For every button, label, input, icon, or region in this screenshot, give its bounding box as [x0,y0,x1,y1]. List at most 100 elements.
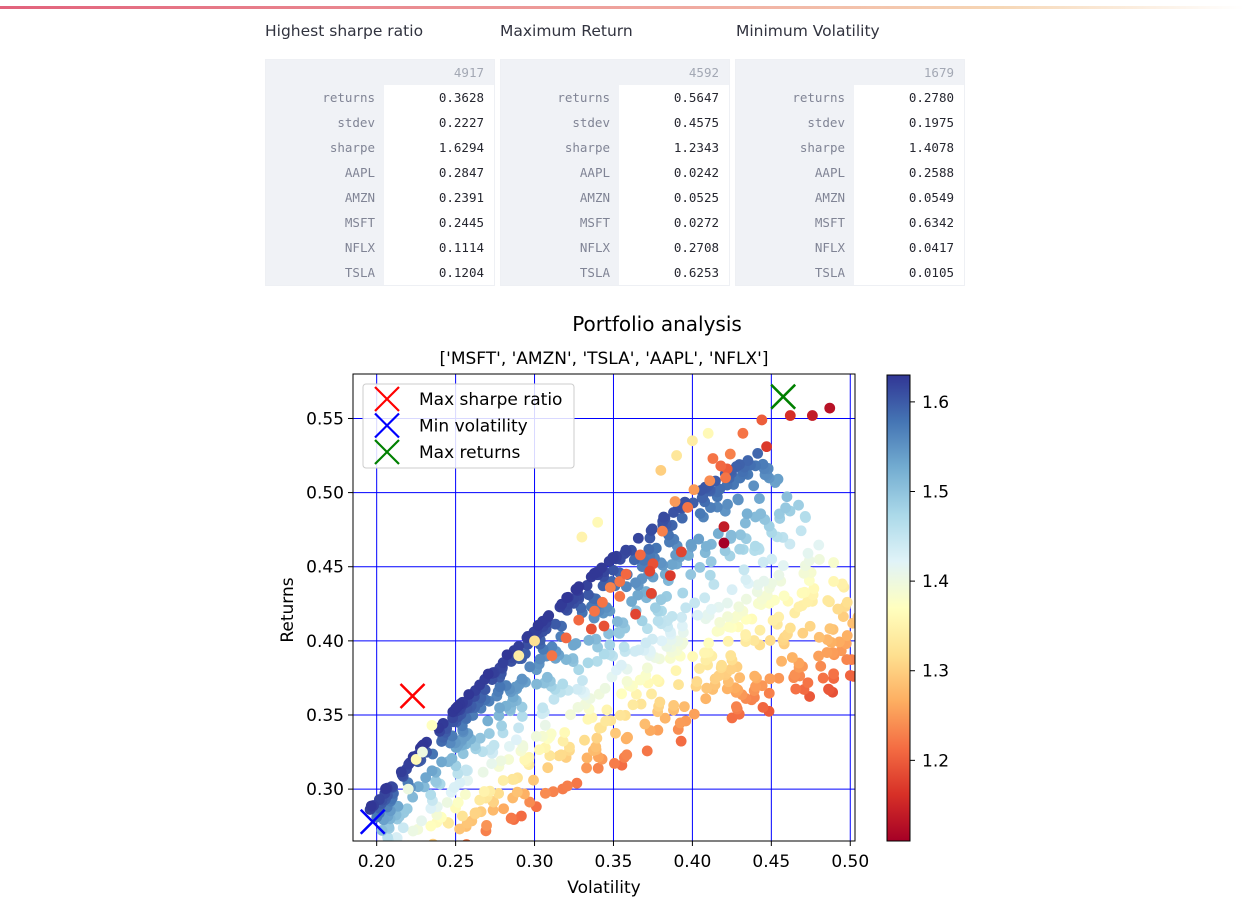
scatter-point [621,676,633,687]
colorbar [886,374,911,842]
row-value[interactable]: 0.2780 [908,90,954,105]
dataframe-maximum-return[interactable]: 4592 returns 0.5647 stdev 0.4575 sharpe 1.2343… [500,59,730,286]
scatter-point [702,427,714,439]
scatter-point [784,622,796,634]
scatter-point [733,601,745,613]
scatter-point [680,602,692,614]
scatter-point [700,541,712,552]
scatter-point [406,851,417,862]
scatter-point [772,473,784,485]
scatter-point [402,783,414,795]
x-tick-label: 0.20 [358,852,396,872]
row-value[interactable]: 0.0417 [908,240,954,255]
table-row: stdev 0.1975 [736,110,964,135]
scatter-point [528,774,539,786]
scatter-point [876,666,887,677]
scatter-point [754,493,765,504]
scatter-point [482,668,494,680]
row-value[interactable]: 0.0242 [673,165,719,180]
row-value[interactable]: 0.2391 [438,190,484,205]
scatter-point [754,624,766,636]
x-axis-label: Volatility [567,878,640,898]
row-value[interactable]: 0.6253 [673,265,719,280]
scatter-point [824,402,836,414]
scatter-point [781,491,793,503]
scatter-point [487,804,499,816]
scatter-point [773,611,785,623]
row-value[interactable]: 0.0105 [908,265,954,280]
scatter-point [795,525,807,537]
row-value[interactable]: 0.2847 [438,165,484,180]
scatter-point [705,603,717,615]
scatter-point [705,556,717,568]
scatter-point [856,645,867,656]
scatter-point [601,704,613,716]
y-axis-ticks: 0.30 0.35 0.40 0.45 0.50 0.55 [306,409,353,800]
row-index-cell [736,85,854,110]
row-value[interactable]: 0.2588 [908,165,954,180]
scatter-point [813,650,824,662]
scatter-point [749,670,761,682]
scatter-point [813,554,825,565]
scatter-point [493,788,505,799]
row-index-cell [266,185,384,210]
row-value[interactable]: 0.6342 [908,215,954,230]
scatter-point [590,741,602,753]
scatter-point [815,660,827,672]
column-header[interactable]: 4592 [688,65,719,80]
dataframe-highest-sharpe[interactable]: 4917 returns 0.3628 stdev 0.2227 sharpe 1.6294… [265,59,495,286]
portfolio-scatter-chart: Portfolio analysis ['MSFT', 'AMZN', 'TSL… [278,312,949,898]
row-value[interactable]: 0.4575 [673,115,719,130]
scatter-point [425,789,437,801]
column-header[interactable]: 4917 [453,65,484,80]
scatter-point [740,613,752,625]
scatter-point [482,715,494,727]
row-value[interactable]: 1.4078 [908,140,954,155]
legend-label: Max returns [419,443,521,463]
row-value[interactable]: 0.2445 [438,215,484,230]
row-value[interactable]: 0.2227 [438,115,484,130]
row-label: TSLA [814,265,845,280]
y-tick-label: 0.30 [306,780,344,800]
scatter-point [761,441,772,453]
scatter-point [481,820,492,831]
scatter-point [687,651,699,662]
row-value[interactable]: 0.2708 [673,240,719,255]
scatter-point [654,696,666,708]
row-value[interactable]: 0.5647 [673,90,719,105]
row-label: returns [792,90,845,105]
colorbar-ticks: 1.2 1.3 1.4 1.5 1.6 [910,393,949,771]
scatter-point [410,754,422,765]
scatter-point [507,773,518,785]
scatter-point [823,683,834,695]
scatter-point [844,670,855,681]
row-value[interactable]: 0.1975 [908,115,954,130]
scatter-point [630,608,641,620]
column-header[interactable]: 1679 [923,65,954,80]
table-row: returns 0.5647 [501,85,729,110]
row-value[interactable]: 0.0525 [673,190,719,205]
scatter-point [607,551,619,563]
row-value[interactable]: 0.1114 [438,240,484,255]
scatter-point [734,543,746,555]
dataframe-minimum-volatility[interactable]: 1679 returns 0.2780 stdev 0.1975 sharpe 1.4078… [735,59,965,286]
scatter-point [703,637,715,649]
scatter-point [689,597,701,609]
row-value[interactable]: 0.0272 [673,215,719,230]
scatter-point [700,693,712,705]
row-value[interactable]: 0.3628 [438,90,484,105]
scatter-point [426,719,438,731]
scatter-point [793,601,805,613]
row-value[interactable]: 0.1204 [438,265,484,280]
scatter-point [533,744,545,756]
scatter-point [668,700,680,711]
scatter-point [579,734,590,746]
scatter-point [866,622,877,633]
row-value[interactable]: 0.0549 [908,190,954,205]
scatter-point [784,538,796,550]
table-row: MSFT 0.2445 [266,210,494,235]
row-value[interactable]: 1.6294 [438,140,484,155]
row-value[interactable]: 1.2343 [673,140,719,155]
row-index-cell [501,210,619,235]
scatter-point [821,647,833,658]
